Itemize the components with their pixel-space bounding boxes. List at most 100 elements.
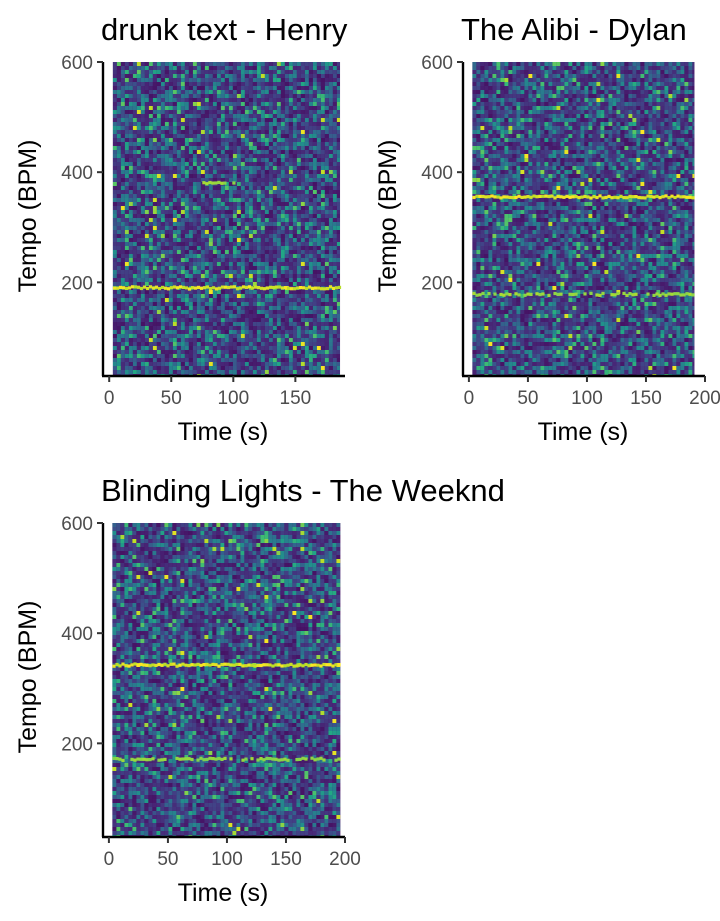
x-tick-label: 100 [217, 388, 249, 409]
heatmap-cell [240, 154, 245, 158]
heatmap-cell [336, 210, 340, 214]
heatmap-cell [144, 174, 149, 178]
heatmap-cell [236, 322, 241, 326]
heatmap-cell [184, 66, 189, 70]
heatmap-cell [168, 78, 173, 82]
heatmap-cell [324, 346, 329, 350]
heatmap-cell [264, 70, 269, 74]
heatmap-cell [308, 366, 313, 370]
heatmap-cell [200, 106, 205, 110]
heatmap-cell [116, 134, 121, 138]
heatmap-cell [144, 322, 149, 326]
heatmap-cell [128, 226, 133, 230]
heatmap-cell [172, 70, 177, 74]
heatmap-cell [204, 106, 209, 110]
heatmap-cell [328, 106, 333, 110]
heatmap-cell [116, 74, 121, 78]
heatmap-cell [164, 310, 169, 314]
ridge-segment [310, 286, 315, 290]
heatmap-cell [148, 370, 153, 374]
heatmap-cell [304, 298, 309, 302]
heatmap-cell [292, 86, 297, 90]
heatmap-cell [680, 66, 685, 70]
heatmap-cell [492, 74, 497, 78]
heatmap-cell [188, 82, 193, 86]
heatmap-cell [112, 222, 117, 226]
heatmap-cell [224, 354, 229, 358]
heatmap-cell [264, 170, 269, 174]
heatmap-cell [284, 90, 289, 94]
heatmap-cell [308, 142, 313, 146]
heatmap-cell [236, 106, 241, 110]
heatmap-cell [240, 346, 245, 350]
heatmap-cell [284, 222, 289, 226]
heatmap-cell [272, 146, 277, 150]
heatmap-cell [132, 142, 137, 146]
heatmap-cell [188, 214, 193, 218]
heatmap-cell [276, 138, 281, 142]
heatmap-cell [336, 114, 340, 118]
heatmap-cell [248, 338, 253, 342]
heatmap-cell [272, 110, 277, 114]
heatmap-cell [168, 318, 173, 322]
heatmap-cell [188, 322, 193, 326]
heatmap-cell [520, 82, 525, 86]
heatmap-cell [168, 250, 173, 254]
heatmap-cell [324, 90, 329, 94]
heatmap-cell [216, 186, 221, 190]
heatmap-cell [272, 226, 277, 230]
heatmap-cell [204, 338, 209, 342]
heatmap-cell [328, 226, 333, 230]
heatmap-cell [332, 234, 337, 238]
heatmap-cell [328, 290, 333, 294]
heatmap-cell [328, 62, 333, 66]
heatmap-cell [192, 210, 197, 214]
heatmap-cell [188, 358, 193, 362]
heatmap-cell [312, 302, 317, 306]
heatmap-cell [172, 326, 177, 330]
heatmap-cell [128, 166, 133, 170]
heatmap-cell [488, 70, 493, 74]
heatmap-cell [224, 358, 229, 362]
heatmap-cell [152, 258, 157, 262]
heatmap-cell [332, 94, 337, 98]
heatmap-cell [332, 186, 337, 190]
heatmap-cell [260, 282, 265, 286]
heatmap-cell [336, 90, 340, 94]
heatmap-cell [152, 174, 157, 178]
heatmap-cell [132, 354, 137, 358]
heatmap-cell [144, 302, 149, 306]
heatmap-cell [260, 106, 265, 110]
heatmap-cell [224, 142, 229, 146]
heatmap-cell [136, 258, 141, 262]
heatmap-cell [332, 162, 337, 166]
heatmap-cell [156, 62, 161, 66]
heatmap-cell [308, 194, 313, 198]
heatmap-cell [324, 266, 329, 270]
heatmap-cell [220, 246, 225, 250]
heatmap-cell [208, 282, 213, 286]
heatmap-cell [256, 318, 261, 322]
heatmap-cell [268, 130, 273, 134]
heatmap-cell [176, 270, 181, 274]
heatmap-cell [112, 306, 117, 310]
heatmap-cell [320, 266, 325, 270]
heatmap-cell [132, 246, 137, 250]
ridge-segment [304, 286, 309, 290]
heatmap-cell [136, 174, 141, 178]
heatmap-cell [192, 146, 197, 150]
heatmap-cell [240, 146, 245, 150]
heatmap-cell [128, 130, 133, 134]
heatmap-cell [304, 102, 309, 106]
heatmap-cell [328, 130, 333, 134]
heatmap-cell [136, 210, 141, 214]
heatmap-cell [260, 206, 265, 210]
heatmap-cell [308, 294, 313, 298]
heatmap-cell [684, 78, 689, 82]
heatmap-cell [640, 74, 645, 78]
heatmap-cell [124, 182, 129, 186]
heatmap-cell [248, 170, 253, 174]
heatmap-cell [196, 198, 201, 202]
heatmap-cell [292, 98, 297, 102]
heatmap-cell [336, 274, 340, 278]
